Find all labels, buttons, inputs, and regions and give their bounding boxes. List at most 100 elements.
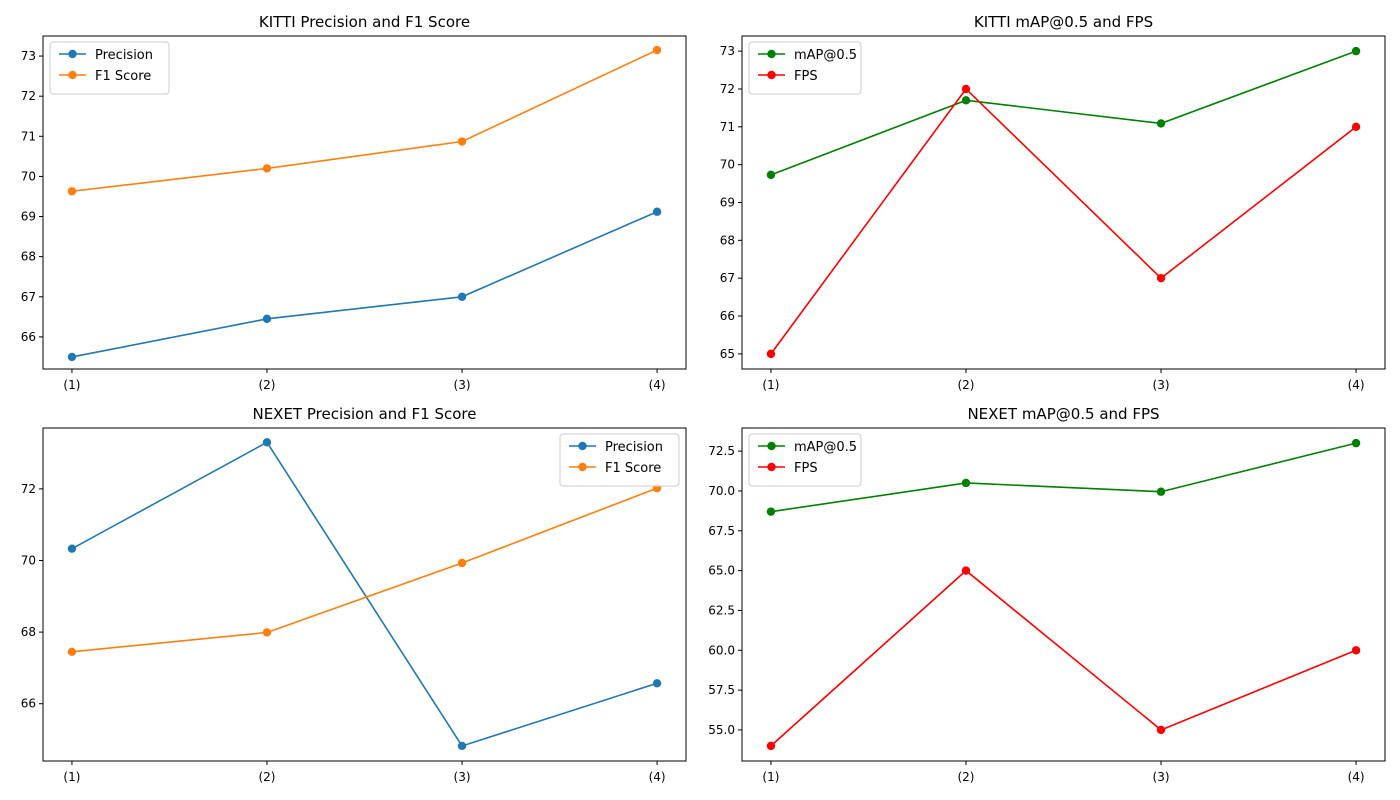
data-point (961, 566, 971, 575)
y-tick-label: 65 (720, 347, 735, 361)
y-tick-label: 65.0 (708, 564, 735, 578)
y-tick-label: 68 (720, 233, 735, 247)
y-tick-label: 73 (720, 44, 735, 58)
data-point (67, 187, 77, 196)
y-tick-label: 72.5 (708, 444, 735, 458)
data-point (766, 170, 776, 180)
y-tick-label: 70 (720, 158, 735, 172)
y-tick-label: 62.5 (708, 603, 735, 617)
chart-title: KITTI mAP@0.5 and FPS (974, 13, 1153, 31)
data-point (961, 478, 971, 488)
legend-marker (767, 70, 776, 80)
legend: mAP@0.5 FPS (748, 433, 862, 487)
chart-title: KITTI Precision and F1 Score (259, 13, 470, 31)
series-line-precision (71, 441, 658, 747)
y-tick-label: 60.0 (708, 643, 735, 657)
chart-panel-1: KITTI Precision and F1 Score (1) (2) (3) (4)… (21, 13, 687, 392)
y-tick-label: 72 (21, 482, 36, 496)
data-point (961, 84, 971, 94)
legend: Precision F1 Score (559, 433, 680, 487)
legend-box (748, 433, 862, 487)
data-point (1156, 487, 1166, 496)
legend-label: FPS (794, 69, 818, 84)
data-point (766, 507, 776, 516)
legend-box (559, 433, 680, 487)
data-point (961, 96, 971, 105)
series-line-map-0-5 (770, 442, 1357, 513)
data-point (766, 349, 776, 359)
series-line-f1-score (71, 49, 658, 193)
data-point (1351, 122, 1361, 132)
y-tick-label: 70 (21, 169, 36, 183)
data-point (1351, 438, 1361, 448)
chart-panel-2: KITTI mAP@0.5 and FPS (1) (2) (3) (4) 65 66 67 6… (720, 13, 1386, 392)
y-tick-label: 69 (21, 210, 36, 224)
y-tick-label: 67.5 (708, 524, 735, 538)
x-tick-label: (3) (1153, 378, 1170, 392)
chart-title: NEXET Precision and F1 Score (252, 405, 476, 423)
legend-marker (68, 49, 77, 59)
x-tick-label: (4) (1348, 770, 1365, 784)
data-point (1156, 119, 1166, 128)
y-tick-label: 68 (21, 250, 36, 264)
legend: mAP@0.5 FPS (748, 41, 862, 95)
y-tick-label: 72 (720, 82, 735, 96)
data-point (1351, 646, 1361, 655)
legend-marker (578, 462, 587, 472)
x-tick-label: (2) (957, 770, 974, 784)
legend-marker (578, 441, 587, 451)
series-line-fps (770, 569, 1357, 747)
data-point (262, 314, 272, 324)
legend-label: mAP@0.5 (794, 440, 857, 455)
data-point (766, 741, 776, 751)
legend-label: F1 Score (605, 461, 661, 476)
series-line-fps (770, 87, 1357, 355)
plot-area-frame (42, 35, 687, 370)
chart-title: NEXET mAP@0.5 and FPS (967, 405, 1159, 423)
x-tick-label: (1) (63, 770, 80, 784)
legend-marker (767, 441, 776, 451)
x-tick-label: (4) (649, 770, 666, 784)
data-point (67, 647, 77, 656)
plot-area-frame (741, 427, 1386, 762)
chart-panel-4: NEXET mAP@0.5 and FPS (1) (2) (3) (4) 55.0 57.… (708, 405, 1386, 784)
y-tick-label: 70.0 (708, 484, 735, 498)
data-point (652, 45, 662, 55)
y-tick-label: 66 (21, 697, 36, 711)
y-tick-label: 71 (720, 120, 735, 134)
data-point (1156, 273, 1166, 283)
data-point (457, 741, 467, 751)
data-point (457, 558, 467, 568)
data-point (262, 628, 272, 637)
x-tick-label: (4) (649, 378, 666, 392)
data-point (457, 292, 467, 301)
legend-label: F1 Score (95, 69, 151, 84)
data-point (67, 352, 77, 362)
x-tick-label: (2) (258, 770, 275, 784)
x-tick-label: (3) (1153, 770, 1170, 784)
series-line-map-0-5 (770, 50, 1357, 176)
x-tick-label: (2) (957, 378, 974, 392)
y-tick-label: 66 (720, 309, 735, 323)
y-tick-label: 57.5 (708, 683, 735, 697)
chart-panel-3: NEXET Precision and F1 Score (1) (2) (3) (4)… (21, 405, 687, 784)
legend-box (748, 41, 862, 95)
x-tick-label: (3) (454, 378, 471, 392)
y-tick-label: 67 (21, 290, 36, 304)
legend: Precision F1 Score (49, 41, 170, 95)
legend-label: Precision (605, 440, 663, 455)
series-line-f1-score (71, 487, 658, 653)
x-tick-label: (4) (1348, 378, 1365, 392)
y-tick-label: 67 (720, 271, 735, 285)
legend-marker (767, 49, 776, 59)
legend-label: mAP@0.5 (794, 48, 857, 63)
data-point (262, 438, 272, 447)
legend-marker (767, 462, 776, 472)
y-tick-label: 66 (21, 330, 36, 344)
x-tick-label: (1) (762, 378, 779, 392)
y-tick-label: 68 (21, 625, 36, 639)
y-tick-label: 73 (21, 49, 36, 63)
y-tick-label: 70 (21, 553, 36, 567)
data-point (652, 207, 662, 216)
